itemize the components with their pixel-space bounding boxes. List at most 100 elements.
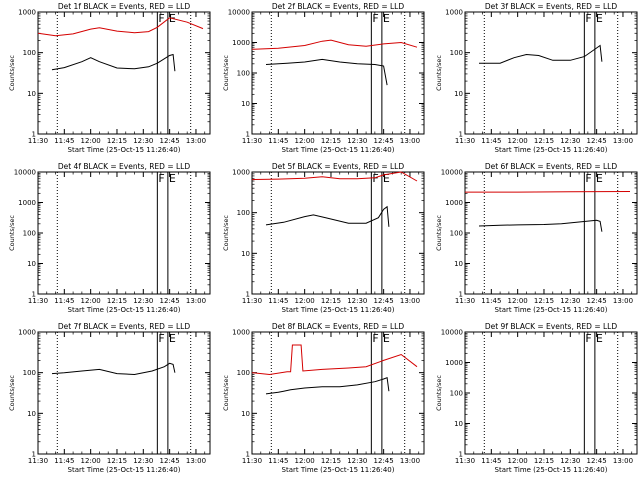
x-tick-label: 12:30 bbox=[347, 297, 367, 305]
y-tick-label: 10000 bbox=[14, 169, 36, 177]
y-tick-label: 10000 bbox=[441, 169, 463, 177]
data-series-line bbox=[251, 39, 418, 50]
x-tick-label: 12:30 bbox=[560, 297, 580, 305]
y-tick-label: 100 bbox=[23, 49, 36, 57]
plot-frame bbox=[464, 171, 638, 295]
data-series-line bbox=[479, 44, 603, 64]
y-tick-label: 1000 bbox=[18, 199, 36, 207]
x-tick-label: 12:15 bbox=[534, 297, 554, 305]
x-tick-label: 12:30 bbox=[133, 457, 153, 465]
event-marker-label: E bbox=[169, 172, 176, 185]
data-series-line bbox=[37, 17, 204, 37]
plot-frame bbox=[251, 11, 425, 135]
x-axis-label: Start Time (25-Oct-15 11:26:40) bbox=[68, 306, 181, 314]
x-tick-label: 11:30 bbox=[242, 137, 262, 145]
panel-title: Det 2f BLACK = Events, RED = LLD bbox=[272, 2, 405, 11]
panel-title: Det 5f BLACK = Events, RED = LLD bbox=[272, 162, 405, 171]
detector-panel: Det 1f BLACK = Events, RED = LLD 1 10 100 10… bbox=[8, 2, 211, 154]
event-marker-label: F bbox=[585, 172, 591, 185]
data-series-line bbox=[265, 377, 390, 395]
event-marker-label: F bbox=[372, 332, 378, 345]
event-marker-label: F bbox=[158, 332, 164, 345]
detector-panel: Det 2f BLACK = Events, RED = LLD 1 10 100 10… bbox=[222, 2, 425, 154]
y-tick-label: 10000 bbox=[441, 329, 463, 337]
y-tick-label: 1000 bbox=[445, 9, 463, 17]
x-tick-label: 12:30 bbox=[347, 137, 367, 145]
x-tick-label: 12:45 bbox=[374, 297, 394, 305]
x-axis-label: Start Time (25-Oct-15 11:26:40) bbox=[282, 466, 395, 474]
x-tick-label: 12:45 bbox=[587, 137, 607, 145]
x-tick-label: 12:45 bbox=[374, 137, 394, 145]
y-tick-label: 1000 bbox=[445, 359, 463, 367]
detector-panel: Det 7f BLACK = Events, RED = LLD 1 10 100 10… bbox=[8, 322, 211, 474]
y-tick-label: 10 bbox=[454, 420, 463, 428]
x-tick-label: 11:45 bbox=[481, 457, 501, 465]
y-tick-label: 1 bbox=[459, 131, 463, 139]
event-marker-label: F bbox=[158, 172, 164, 185]
x-tick-label: 11:45 bbox=[268, 297, 288, 305]
x-tick-label: 12:15 bbox=[534, 457, 554, 465]
event-marker-label: F bbox=[158, 12, 164, 25]
data-series-line bbox=[251, 171, 418, 182]
x-axis-label: Start Time (25-Oct-15 11:26:40) bbox=[68, 466, 181, 474]
x-tick-label: 12:15 bbox=[321, 457, 341, 465]
event-marker-label: E bbox=[596, 332, 603, 345]
x-tick-label: 11:30 bbox=[242, 457, 262, 465]
x-tick-label: 11:30 bbox=[28, 297, 48, 305]
panel-title: Det 4f BLACK = Events, RED = LLD bbox=[58, 162, 191, 171]
y-tick-label: 100 bbox=[237, 209, 250, 217]
x-tick-label: 12:00 bbox=[508, 137, 528, 145]
data-series-line bbox=[265, 58, 388, 86]
y-axis-label: Counts/sec bbox=[435, 215, 443, 251]
x-tick-label: 12:15 bbox=[321, 137, 341, 145]
y-tick-label: 1 bbox=[246, 291, 250, 299]
x-axis-label: Start Time (25-Oct-15 11:26:40) bbox=[68, 146, 181, 154]
y-tick-label: 1 bbox=[32, 291, 36, 299]
x-tick-label: 12:00 bbox=[508, 297, 528, 305]
y-tick-label: 1000 bbox=[232, 329, 250, 337]
y-tick-label: 100 bbox=[450, 49, 463, 57]
y-tick-label: 100 bbox=[450, 230, 463, 238]
x-tick-label: 12:00 bbox=[81, 457, 101, 465]
x-tick-label: 11:45 bbox=[268, 457, 288, 465]
panel-title: Det 7f BLACK = Events, RED = LLD bbox=[58, 322, 191, 331]
event-marker-label: F bbox=[372, 12, 378, 25]
x-tick-label: 11:45 bbox=[54, 137, 74, 145]
x-tick-label: 11:30 bbox=[455, 297, 475, 305]
x-tick-label: 12:15 bbox=[107, 137, 127, 145]
x-tick-label: 12:00 bbox=[81, 137, 101, 145]
x-tick-label: 11:45 bbox=[481, 297, 501, 305]
y-tick-label: 10 bbox=[27, 260, 36, 268]
y-axis-label: Counts/sec bbox=[222, 55, 230, 91]
y-axis-label: Counts/sec bbox=[222, 375, 230, 411]
y-tick-label: 1000 bbox=[445, 199, 463, 207]
x-tick-label: 13:00 bbox=[400, 137, 420, 145]
x-tick-label: 12:45 bbox=[160, 457, 180, 465]
y-axis-label: Counts/sec bbox=[435, 375, 443, 411]
event-marker-label: E bbox=[383, 332, 390, 345]
y-tick-label: 10 bbox=[27, 410, 36, 418]
detector-panel: Det 5f BLACK = Events, RED = LLD 1 10 100 10… bbox=[222, 162, 425, 314]
x-axis-label: Start Time (25-Oct-15 11:26:40) bbox=[282, 306, 395, 314]
x-tick-label: 13:00 bbox=[613, 457, 633, 465]
x-tick-label: 12:30 bbox=[347, 457, 367, 465]
x-tick-label: 12:15 bbox=[321, 297, 341, 305]
y-axis-label: Counts/sec bbox=[222, 215, 230, 251]
event-marker-label: F bbox=[372, 172, 378, 185]
data-series-line bbox=[251, 344, 418, 376]
panel-title: Det 8f BLACK = Events, RED = LLD bbox=[272, 322, 405, 331]
y-axis-label: Counts/sec bbox=[8, 55, 16, 91]
plot-frame bbox=[251, 331, 425, 455]
x-tick-label: 11:45 bbox=[54, 297, 74, 305]
y-tick-label: 1 bbox=[459, 291, 463, 299]
x-tick-label: 11:30 bbox=[455, 457, 475, 465]
y-tick-label: 10000 bbox=[228, 9, 250, 17]
data-series-line bbox=[265, 205, 390, 227]
x-axis-label: Start Time (25-Oct-15 11:26:40) bbox=[495, 306, 608, 314]
x-tick-label: 12:30 bbox=[133, 137, 153, 145]
y-tick-label: 100 bbox=[237, 70, 250, 78]
plot-frame bbox=[37, 171, 211, 295]
x-tick-label: 12:30 bbox=[560, 457, 580, 465]
y-tick-label: 10 bbox=[241, 250, 250, 258]
x-tick-label: 13:00 bbox=[400, 457, 420, 465]
